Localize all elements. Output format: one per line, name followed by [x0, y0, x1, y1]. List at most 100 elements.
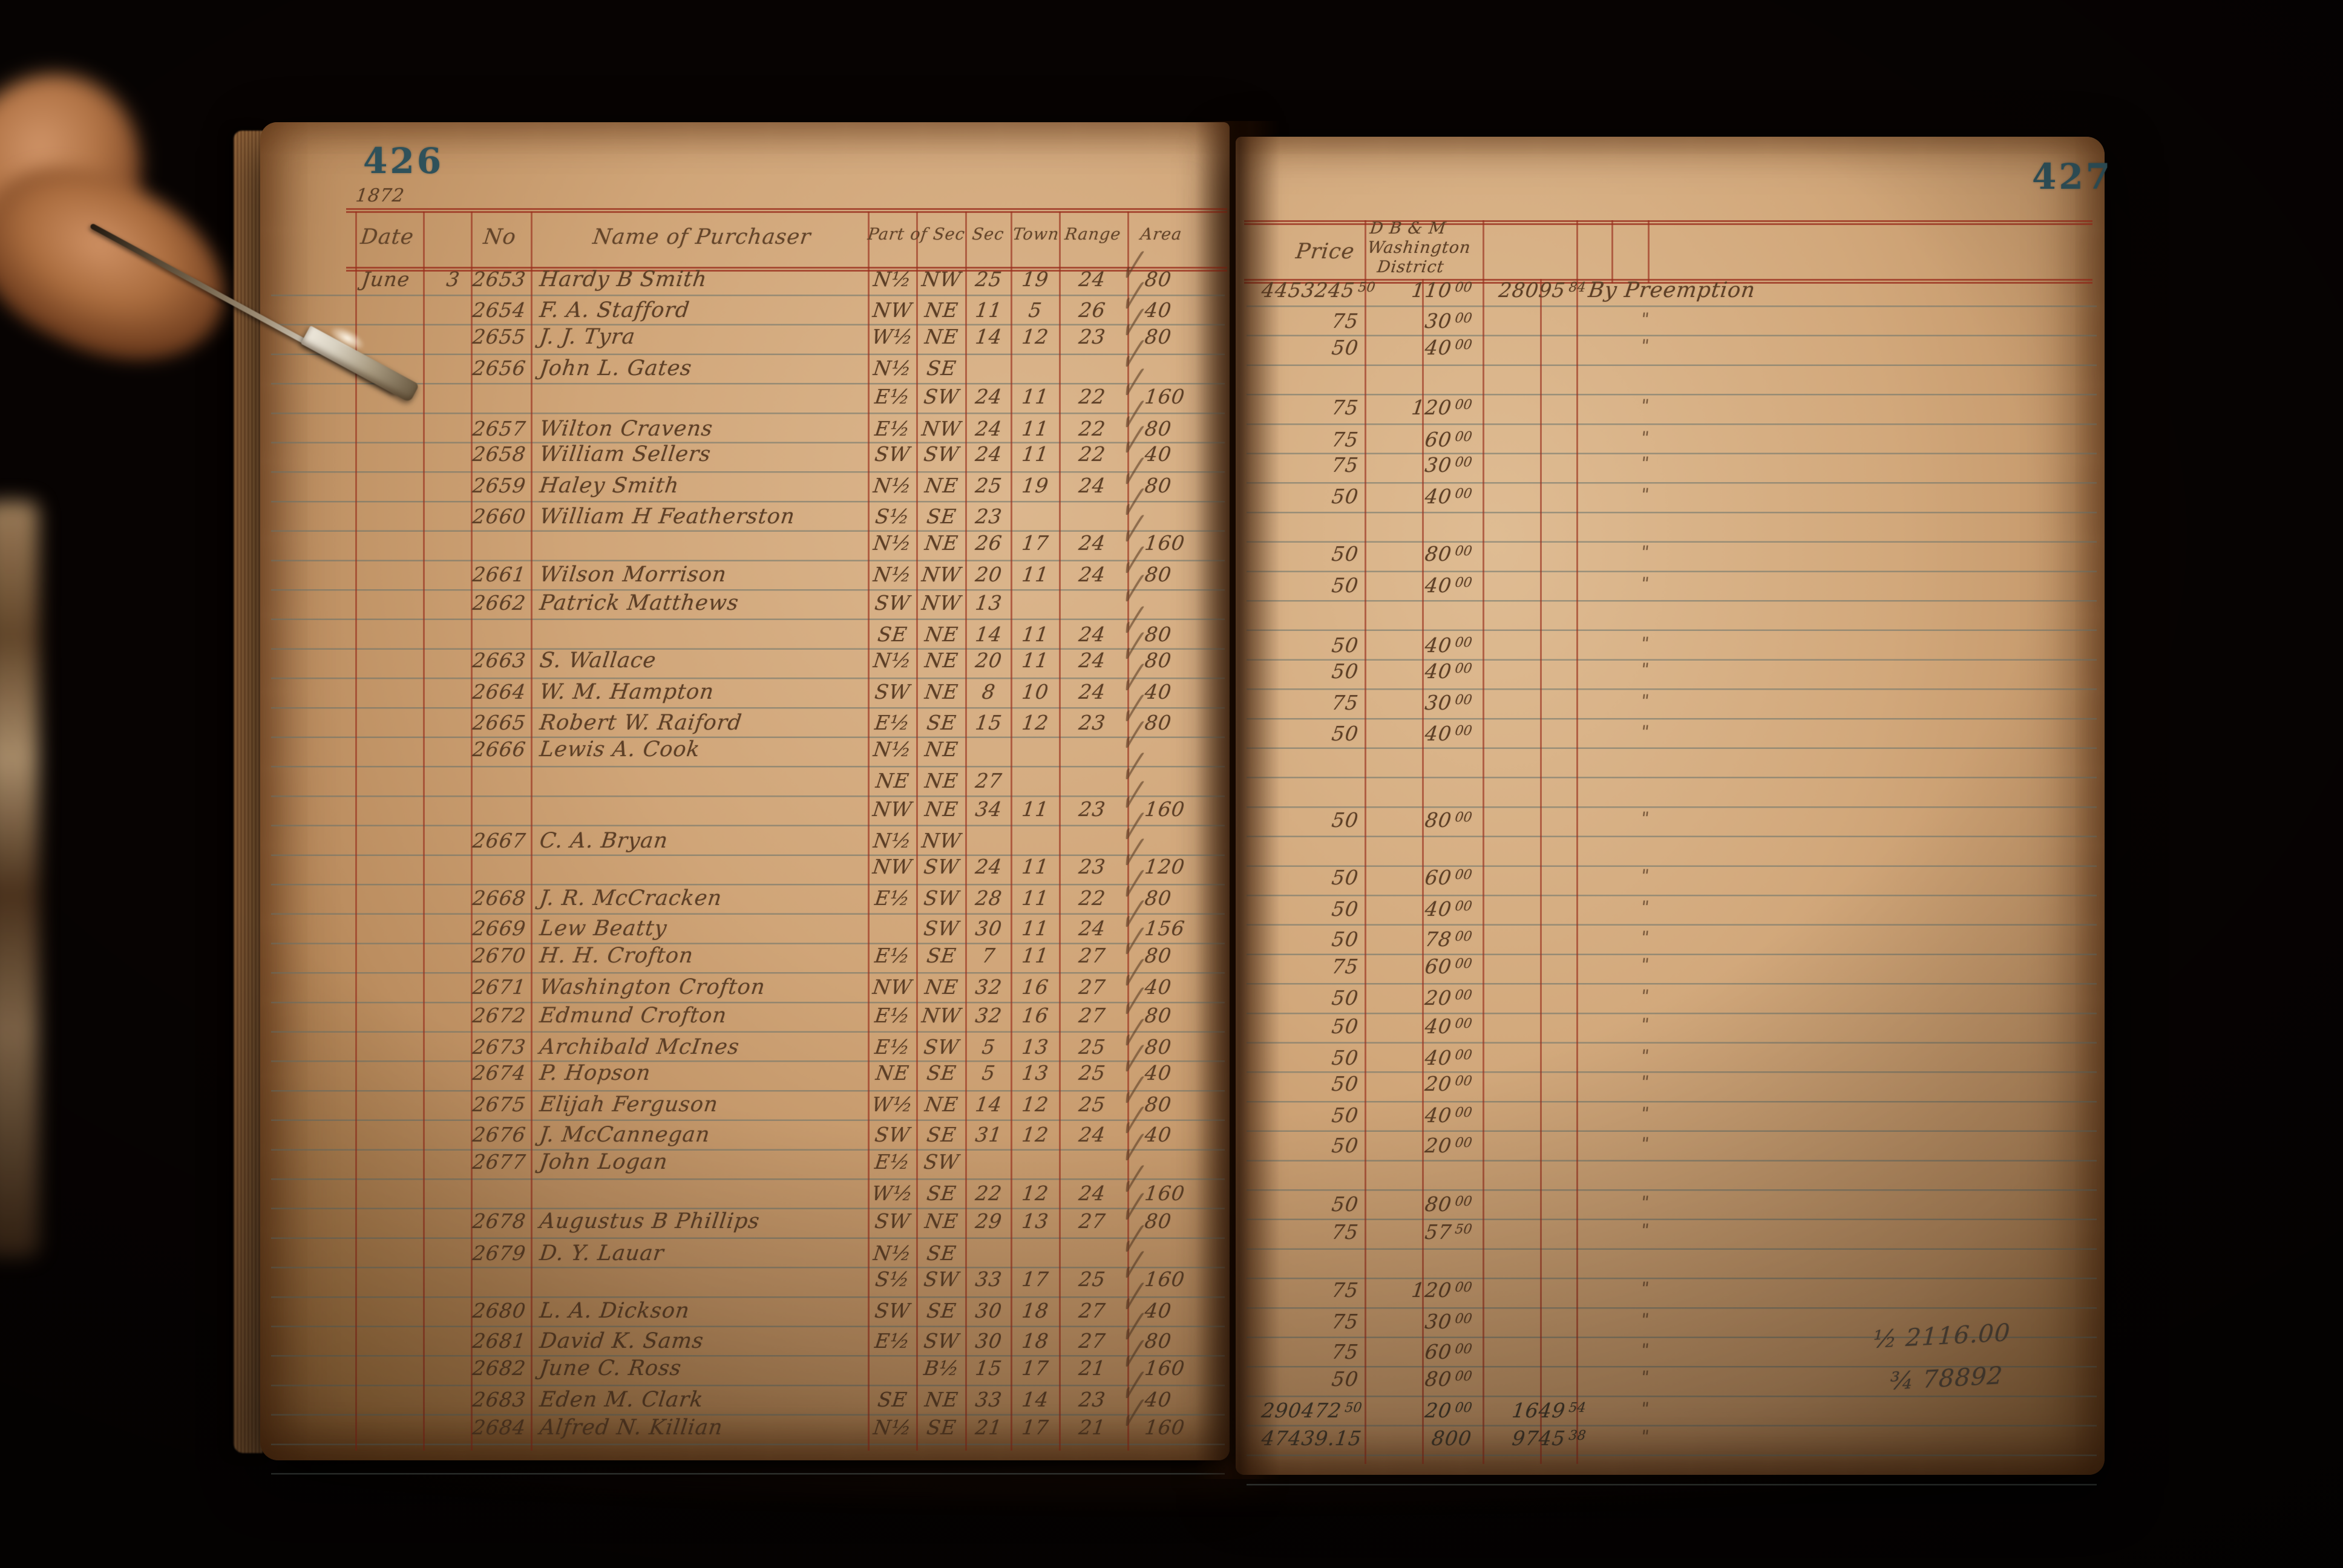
- cell-purchaser-name: P. Hopson: [538, 1060, 652, 1085]
- cell-district-amount: 4000: [1423, 1046, 1473, 1070]
- cell-district-amount: 11000: [1410, 278, 1473, 302]
- ditto-mark: ": [1639, 573, 1651, 593]
- cell-entry-no: 2673: [471, 1035, 528, 1059]
- cell-part2: NE: [923, 737, 960, 762]
- cell-part2: NE: [923, 473, 960, 497]
- cell-entry-no: 2670: [471, 944, 528, 968]
- cell-part2: SW: [922, 886, 961, 910]
- cell-part2: NE: [923, 975, 960, 999]
- ditto-mark: ": [1639, 1134, 1651, 1154]
- cell-range: 24: [1077, 648, 1107, 673]
- cell-area: 80: [1143, 622, 1173, 647]
- cell-district-amount: 3000: [1423, 690, 1473, 714]
- cell-part1: N½: [872, 563, 913, 586]
- ditto-mark: ": [1639, 309, 1651, 329]
- cell-part2: SE: [925, 1123, 958, 1147]
- header-range: Range: [1063, 225, 1122, 244]
- cell-range: 27: [1077, 1003, 1107, 1027]
- cell-township: 11: [1020, 442, 1050, 466]
- ditto-mark: ": [1639, 1278, 1651, 1298]
- cell-area: 80: [1143, 1092, 1173, 1116]
- book-gutter-shadow: [1195, 121, 1280, 1479]
- cell-purchaser-name: Patrick Matthews: [538, 590, 741, 615]
- cell-area: 120: [1143, 855, 1187, 878]
- cell-district-amount: 800: [1430, 1426, 1473, 1451]
- cell-entry-no: 2672: [471, 1003, 528, 1027]
- cell-entry-no: 2660: [471, 504, 528, 528]
- cell-district-amount: 4000: [1423, 1103, 1473, 1127]
- cell-purchaser-name: F. A. Stafford: [538, 298, 692, 322]
- ditto-mark: ": [1639, 395, 1651, 416]
- cell-township: 10: [1020, 679, 1050, 704]
- ditto-mark: ": [1639, 955, 1651, 975]
- cell-purchaser-name: Haley Smith: [538, 473, 681, 498]
- cell-township: 16: [1020, 1003, 1050, 1027]
- cell-township: 17: [1020, 1416, 1050, 1440]
- cell-purchaser-name: Edmund Crofton: [538, 1003, 729, 1028]
- cell-township: 11: [1020, 886, 1050, 910]
- cell-area: 80: [1143, 1209, 1173, 1233]
- cell-district-amount: 8000: [1423, 1367, 1473, 1391]
- cell-district-amount: 8000: [1423, 1192, 1473, 1216]
- cell-area: 80: [1143, 267, 1173, 291]
- cell-range: 22: [1077, 442, 1107, 466]
- cell-part2: SE: [925, 504, 958, 528]
- cell-district-amount: 4000: [1423, 484, 1473, 508]
- header-district: District: [1376, 258, 1446, 276]
- cell-part1: SW: [873, 1209, 912, 1233]
- cell-range: 24: [1077, 1181, 1107, 1205]
- cell-part2: NE: [923, 768, 960, 792]
- cell-part2: NW: [920, 1003, 963, 1027]
- cell-range: 24: [1077, 563, 1107, 586]
- cell-district-amount: 2000: [1423, 1134, 1473, 1158]
- ditto-mark: ": [1639, 453, 1651, 474]
- cell-part1: N½: [872, 737, 913, 762]
- cell-range: 21: [1077, 1416, 1107, 1440]
- cell-purchaser-name: John Logan: [538, 1150, 669, 1174]
- cell-part1: NW: [871, 298, 914, 322]
- cell-date-day: 3: [445, 267, 462, 291]
- cell-district-amount: 8000: [1423, 542, 1473, 566]
- cell-range: 23: [1077, 325, 1107, 349]
- cell-area: 40: [1143, 1387, 1173, 1411]
- cents: 00: [1453, 987, 1473, 1003]
- ditto-mark: ": [1639, 336, 1651, 356]
- cell-section: 24: [974, 442, 1004, 466]
- cell-section: 32: [974, 975, 1004, 999]
- cell-township: 18: [1020, 1298, 1050, 1322]
- cell-entry-no: 2666: [471, 737, 528, 762]
- pencil-note: ½ 2116.00: [1872, 1319, 2011, 1354]
- cell-part2: SE: [925, 1181, 958, 1205]
- cents: 00: [1453, 280, 1473, 295]
- cents: 00: [1453, 1073, 1473, 1089]
- cell-purchaser-name: J. R. McCracken: [538, 886, 724, 910]
- cell-area: 80: [1143, 648, 1173, 673]
- cell-part1: N½: [872, 829, 913, 853]
- cell-part1: N½: [872, 1241, 913, 1266]
- cell-part2: SE: [925, 710, 958, 734]
- cell-area: 80: [1143, 563, 1173, 586]
- cell-part2: NW: [920, 563, 963, 586]
- cell-entry-no: 2667: [471, 829, 528, 853]
- cell-part2: SW: [922, 1035, 961, 1059]
- cents: 54: [1567, 1400, 1587, 1416]
- cell-section: 21: [974, 1416, 1004, 1440]
- cell-section: 27: [974, 768, 1004, 792]
- cell-township: 17: [1020, 1267, 1050, 1291]
- ditto-mark: ": [1639, 1220, 1651, 1241]
- cents: 84: [1567, 280, 1587, 295]
- cell-part1: N½: [872, 267, 913, 291]
- cell-area: 80: [1143, 325, 1173, 349]
- cell-section: 5: [980, 1035, 997, 1059]
- cell-range: 23: [1077, 797, 1107, 821]
- ditto-mark: ": [1639, 427, 1651, 448]
- cell-district-amount: 3000: [1423, 309, 1473, 333]
- cell-district-amount: 12000: [1410, 1278, 1473, 1302]
- cell-township: 13: [1020, 1035, 1050, 1059]
- cell-part1: SW: [873, 1123, 912, 1147]
- cell-entry-no: 2671: [471, 975, 528, 999]
- cell-part2: NE: [923, 648, 960, 673]
- cell-range: 24: [1077, 1123, 1107, 1147]
- cell-purchaser-name: Washington Crofton: [538, 975, 767, 999]
